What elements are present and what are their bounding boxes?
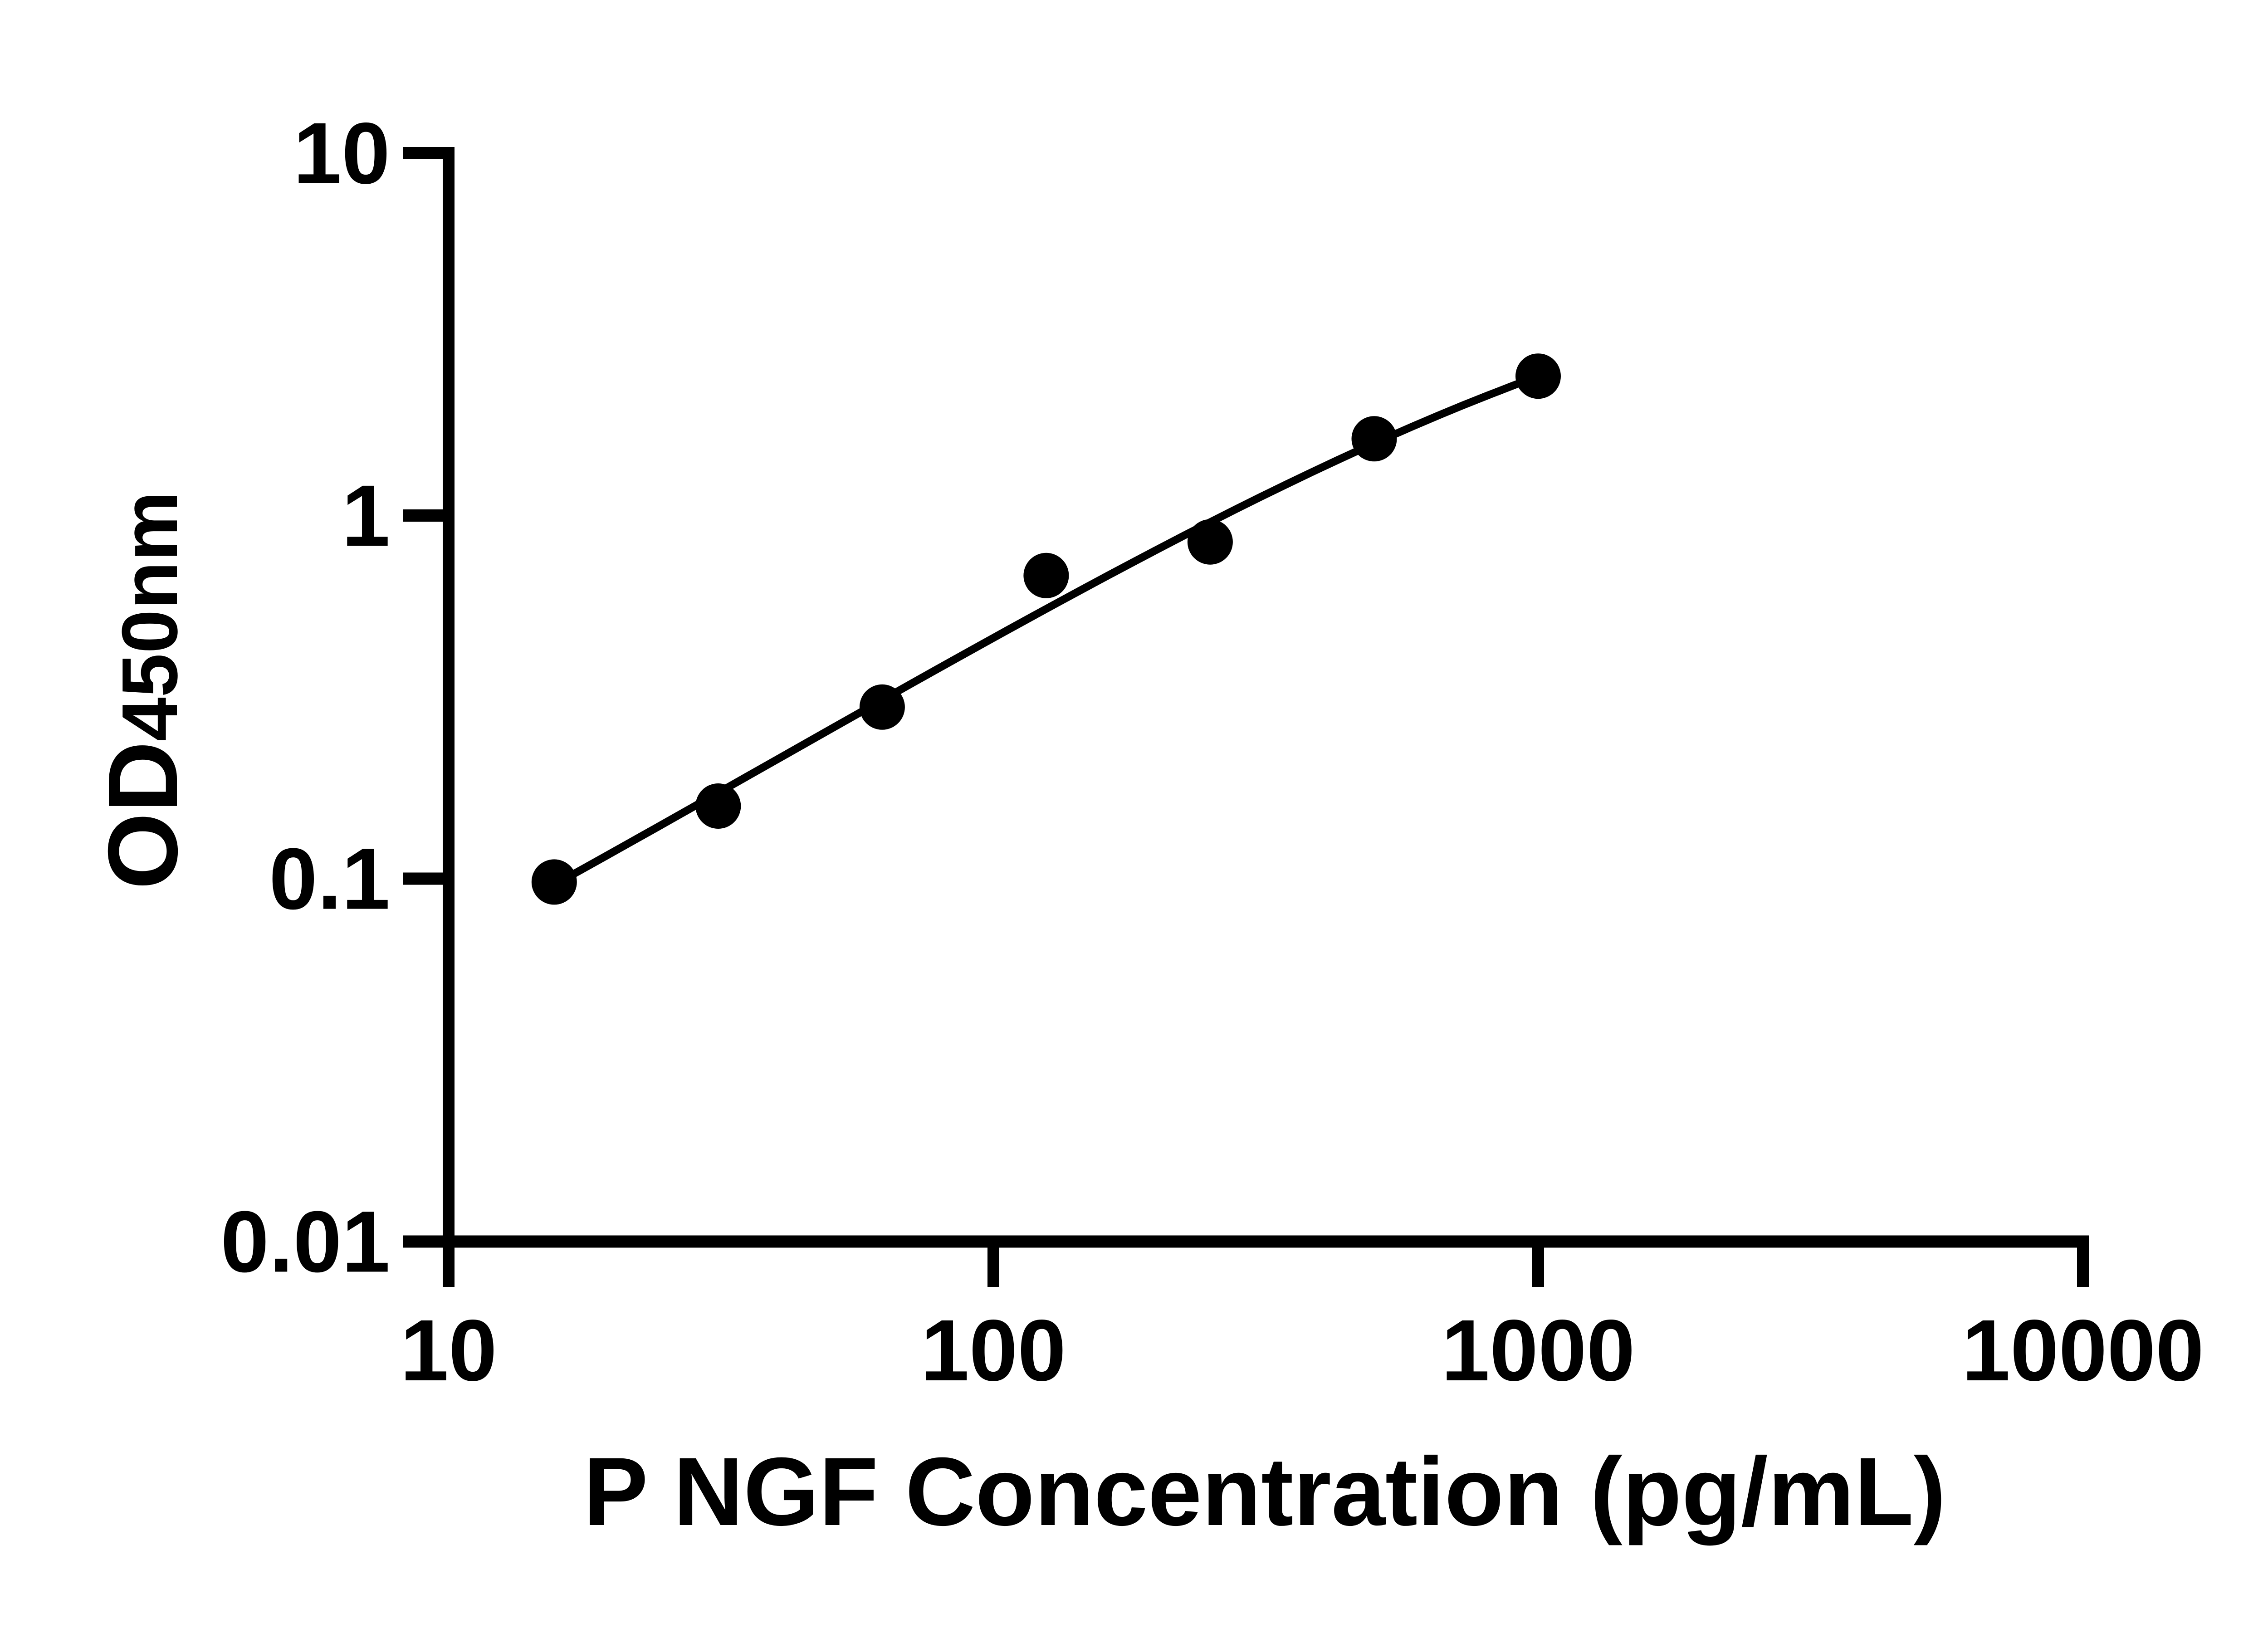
svg-text:1000: 1000 [1441,1301,1635,1399]
svg-text:P NGF Concentration (pg/mL): P NGF Concentration (pg/mL) [583,1437,1946,1546]
svg-text:1: 1 [342,467,390,564]
svg-text:100: 100 [921,1301,1066,1399]
svg-text:0.01: 0.01 [220,1193,390,1291]
svg-text:0.1: 0.1 [269,830,390,928]
svg-text:10000: 10000 [1962,1301,2204,1399]
svg-text:10: 10 [293,104,390,202]
svg-text:10: 10 [400,1301,497,1399]
svg-text:OD450nm: OD450nm [88,491,198,890]
